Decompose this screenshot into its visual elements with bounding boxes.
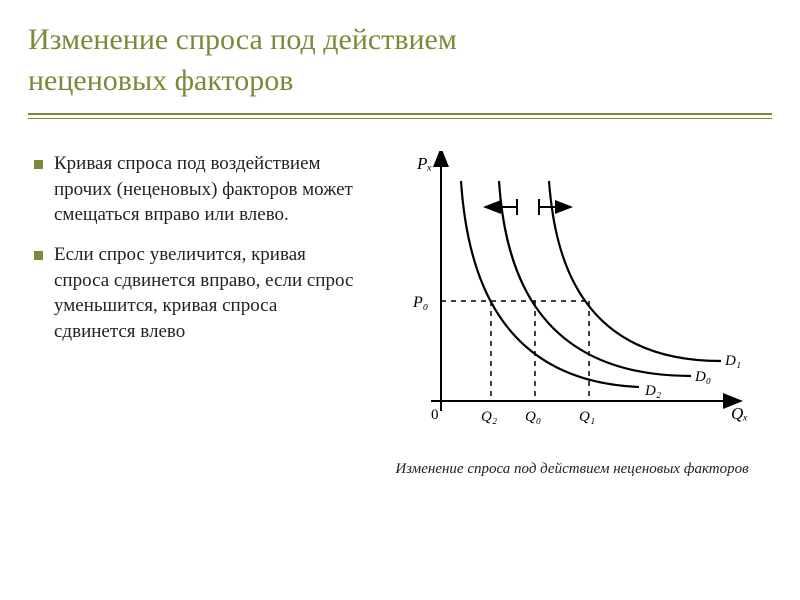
chart-column: Pₓ Qₓ 0 P₀ Q₂ Q₀ Q₁ D₁ D₀: [372, 151, 772, 478]
q2-tick-label: Q₂: [481, 409, 497, 425]
chart-caption: Изменение спроса под действием неценовых…: [395, 461, 748, 478]
q1-tick-label: Q₁: [579, 409, 595, 425]
curve-d1: [549, 181, 721, 361]
content-row: Кривая спроса под воздействием прочих (н…: [28, 151, 772, 478]
bullet-item: Кривая спроса под воздействием прочих (н…: [28, 151, 358, 228]
curve-label-d2: D₂: [644, 383, 661, 399]
origin-label: 0: [431, 407, 439, 423]
curve-d0: [499, 181, 691, 376]
curve-label-d1: D₁: [724, 353, 741, 369]
slide-title-line2: неценовых факторов: [28, 61, 772, 102]
curve-d2: [461, 181, 639, 387]
bullet-item: Если спрос увеличится, кривая спроса сдв…: [28, 242, 358, 345]
demand-shift-chart: Pₓ Qₓ 0 P₀ Q₂ Q₀ Q₁ D₁ D₀: [387, 151, 757, 441]
p0-tick-label: P₀: [412, 294, 428, 311]
title-divider: [28, 107, 772, 125]
slide-title-block: Изменение спроса под действием неценовых…: [28, 20, 772, 101]
q0-tick-label: Q₀: [525, 409, 541, 425]
curve-label-d0: D₀: [694, 369, 711, 385]
slide-title-line1: Изменение спроса под действием: [28, 20, 772, 61]
bullet-list: Кривая спроса под воздействием прочих (н…: [28, 151, 358, 344]
x-axis-label: Qₓ: [731, 404, 748, 423]
bullet-column: Кривая спроса под воздействием прочих (н…: [28, 151, 358, 478]
y-axis-label: Pₓ: [416, 154, 432, 173]
